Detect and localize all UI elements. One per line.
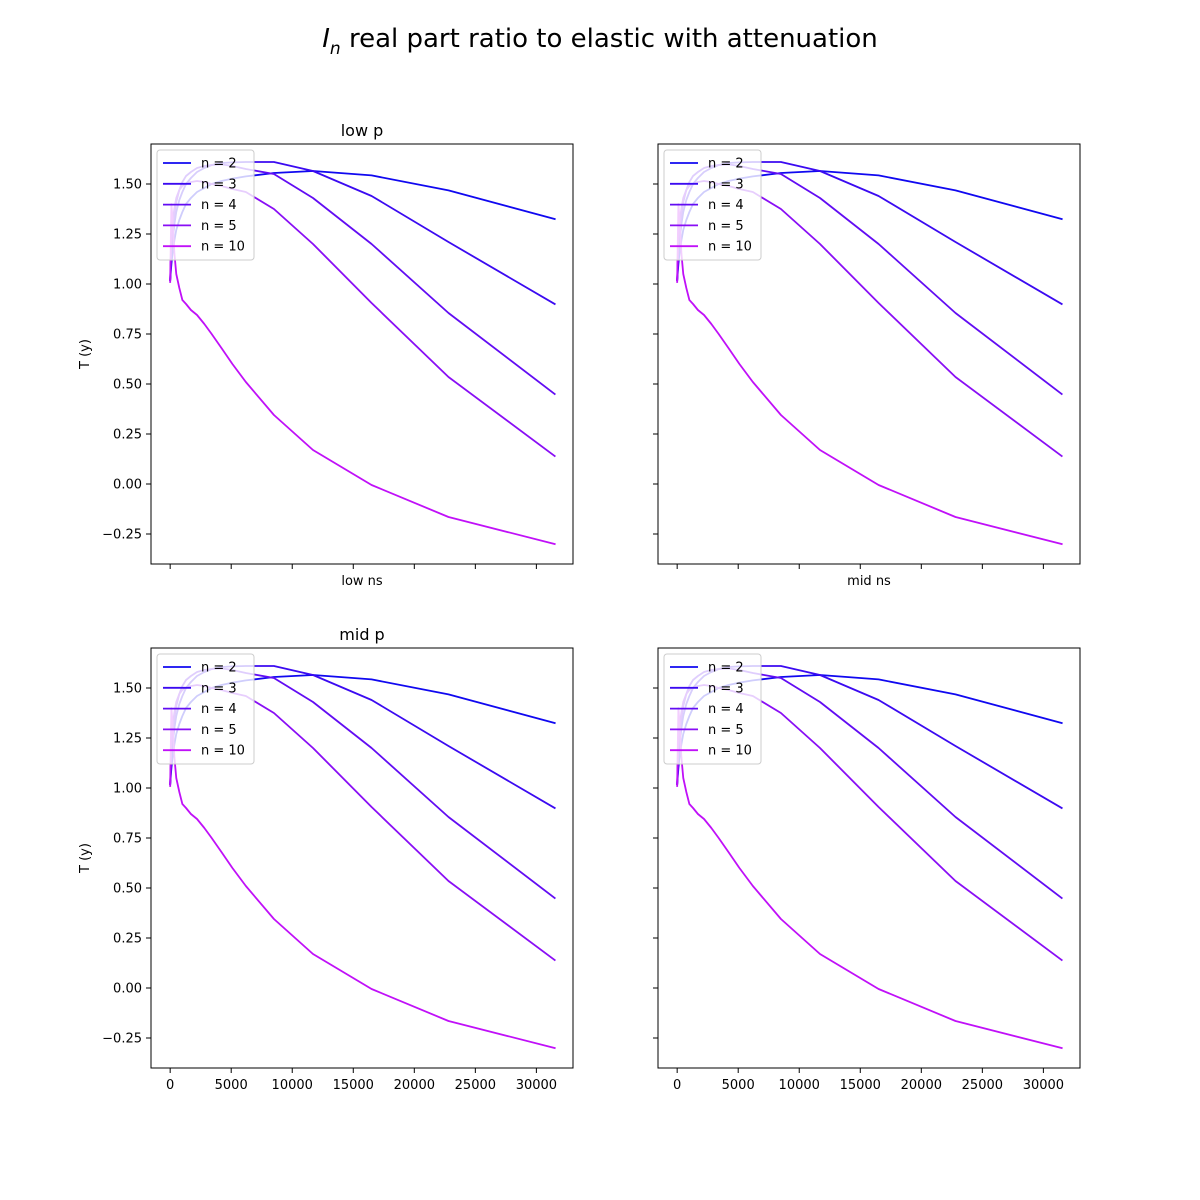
legend-label: n = 2: [708, 661, 744, 676]
legend-label: n = 3: [708, 177, 744, 192]
legend-label: n = 3: [201, 177, 237, 192]
x-tick-label: 20000: [394, 1078, 435, 1093]
subplot-4: 0 5000 10000 15000 20000 25000 30000 n = 2 n = 3…: [653, 647, 1081, 1093]
legend-box: [663, 653, 762, 765]
legend-label: n = 2: [201, 157, 237, 172]
x-tick-label: 25000: [455, 1078, 496, 1093]
legend-label: n = 5: [201, 723, 237, 738]
legend-label: n = 2: [201, 661, 237, 676]
axes-frame: [657, 143, 1081, 565]
subplot-2: mid ns n = 2 n = 3 n = 4 n = 5 n = 10: [653, 143, 1081, 589]
legend-label: n = 10: [708, 240, 752, 255]
y-tick-label: 0.00: [113, 982, 142, 997]
legend-box: [156, 653, 255, 765]
x-tick-label: 20000: [901, 1078, 942, 1093]
x-tick-label: 0: [166, 1078, 174, 1093]
legend: n = 2 n = 3 n = 4 n = 5 n = 10: [663, 653, 762, 765]
subplot-3: 0 5000 10000 15000 20000 25000 30000 −0.25 0.00 0…: [78, 625, 574, 1093]
legend-label: n = 4: [201, 702, 237, 717]
x-axis-label: low ns: [341, 574, 383, 589]
y-tick-label: 1.50: [113, 178, 142, 193]
axes-frame: [150, 647, 574, 1069]
y-axis-label: T (y): [78, 339, 93, 370]
x-tick-label: 5000: [215, 1078, 248, 1093]
x-tick-label: 30000: [516, 1078, 557, 1093]
y-tick-label: 1.50: [113, 682, 142, 697]
y-tick-label: 1.00: [113, 782, 142, 797]
x-axis-label: mid ns: [847, 574, 891, 589]
subplot-grid: −0.25 0.00 0.25 0.50 0.75 1.00 1.25 1.50 low p lo…: [78, 121, 1081, 1093]
legend-label: n = 10: [708, 744, 752, 759]
legend-label: n = 4: [708, 198, 744, 213]
y-tick-label: −0.25: [102, 528, 142, 543]
figure-title-text: real part ratio to elastic with attenuat…: [341, 24, 878, 54]
y-tick-label: 0.25: [113, 932, 142, 947]
x-tick-label: 0: [673, 1078, 681, 1093]
legend-label: n = 4: [201, 198, 237, 213]
y-tick-label: 1.00: [113, 278, 142, 293]
y-tick-label: −0.25: [102, 1032, 142, 1047]
legend-label: n = 3: [708, 681, 744, 696]
y-tick-label: 1.25: [113, 732, 142, 747]
subplot-title: mid p: [339, 625, 384, 644]
legend-label: n = 5: [201, 219, 237, 234]
x-tick-label: 10000: [272, 1078, 313, 1093]
legend-label: n = 10: [201, 240, 245, 255]
subplot-1: −0.25 0.00 0.25 0.50 0.75 1.00 1.25 1.50 low p lo…: [78, 121, 574, 589]
x-tick-label: 10000: [779, 1078, 820, 1093]
legend-label: n = 3: [201, 681, 237, 696]
y-tick-label: 0.75: [113, 328, 142, 343]
legend-box: [156, 149, 255, 261]
x-tick-label: 5000: [722, 1078, 755, 1093]
legend: n = 2 n = 3 n = 4 n = 5 n = 10: [663, 149, 762, 261]
y-tick-label: 0.75: [113, 832, 142, 847]
legend-label: n = 4: [708, 702, 744, 717]
figure-title: In real part ratio to elastic with atten…: [322, 24, 878, 59]
x-tick-label: 15000: [840, 1078, 881, 1093]
x-tick-label: 30000: [1023, 1078, 1064, 1093]
legend-label: n = 2: [708, 157, 744, 172]
figure-title-symbol: I: [322, 24, 330, 54]
x-tick-label: 25000: [962, 1078, 1003, 1093]
subplot-title: low p: [341, 121, 384, 140]
y-tick-label: 0.25: [113, 428, 142, 443]
legend-label: n = 5: [708, 723, 744, 738]
axes-frame: [657, 647, 1081, 1069]
y-tick-label: 0.50: [113, 882, 142, 897]
x-tick-label: 15000: [333, 1078, 374, 1093]
y-tick-label: 0.50: [113, 378, 142, 393]
legend: n = 2 n = 3 n = 4 n = 5 n = 10: [156, 149, 255, 261]
y-tick-label: 1.25: [113, 228, 142, 243]
figure-title-subscript: n: [330, 39, 341, 59]
y-tick-label: 0.00: [113, 478, 142, 493]
axes-frame: [150, 143, 574, 565]
y-axis-label: T (y): [78, 843, 93, 874]
legend-label: n = 5: [708, 219, 744, 234]
legend: n = 2 n = 3 n = 4 n = 5 n = 10: [156, 653, 255, 765]
legend-label: n = 10: [201, 744, 245, 759]
legend-box: [663, 149, 762, 261]
